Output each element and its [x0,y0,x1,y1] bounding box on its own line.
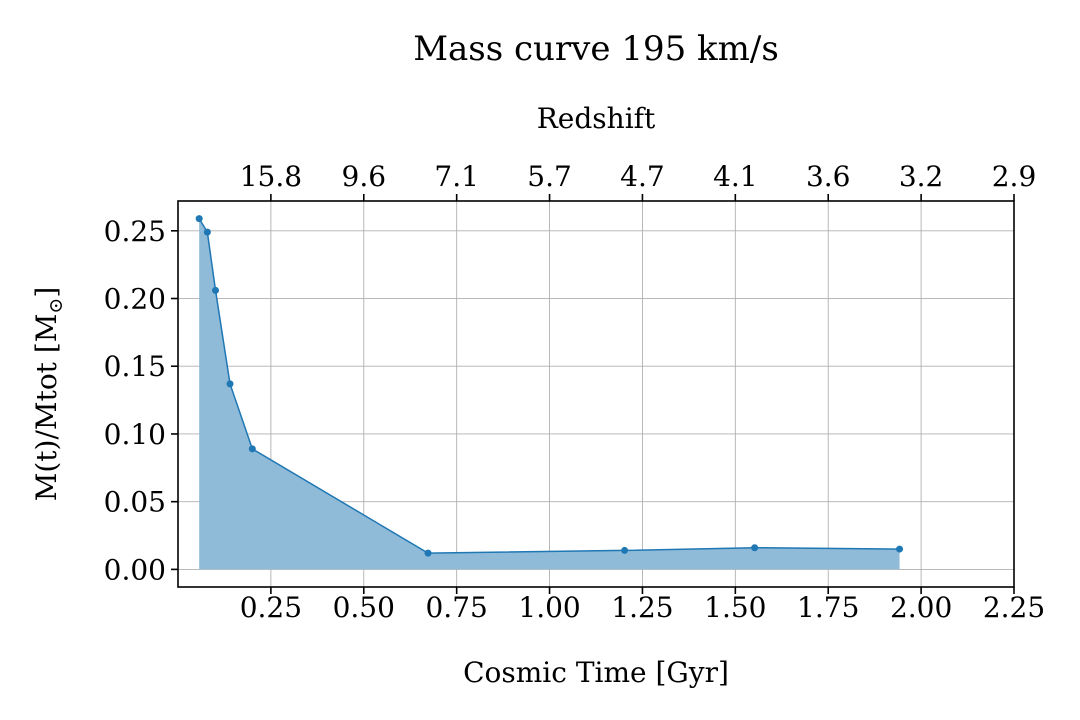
top-tick-label: 3.6 [806,160,851,193]
x-tick-label: 1.00 [518,591,580,624]
area-layer [195,215,904,570]
ticks: 0.25 0.50 0.75 1.00 1.25 1.50 1.75 2.00 2.25 15.8… [104,160,1046,624]
x-tick-label: 2.00 [890,591,952,624]
top-tick-label: 7.1 [434,160,479,193]
y-tick-label: 0.10 [104,418,166,451]
x-tick-label: 1.50 [704,591,766,624]
y-tick-label: 0.00 [104,553,166,586]
top-tick-label: 4.7 [620,160,665,193]
y-tick-label: 0.20 [104,283,166,316]
data-point [195,215,203,223]
chart-title: Mass curve 195 km/s [413,29,779,69]
data-point [621,546,629,554]
top-tick-label: 4.1 [713,160,758,193]
data-point [212,286,220,294]
top-tick-label: 5.7 [527,160,572,193]
x-tick-label: 2.25 [983,591,1045,624]
x-tick-label: 1.25 [611,591,673,624]
y-tick-label: 0.05 [104,486,166,519]
y-axis-title-end: ] [30,287,63,298]
x-axis-title: Cosmic Time [Gyr] [463,656,729,689]
top-tick-label: 15.8 [240,160,302,193]
x-tick-label: 0.75 [425,591,487,624]
area-fill [199,218,900,570]
plot-frame [177,200,1015,588]
data-point [751,544,759,552]
y-tick-label: 0.15 [104,350,166,383]
data-point [248,445,256,453]
y-axis-title: M(t)/Mtot [M⊙] [30,287,67,502]
data-point [896,545,904,553]
x-tick-label: 1.75 [797,591,859,624]
y-axis-title-sub: ⊙ [45,298,67,314]
data-point [226,380,234,388]
top-tick-label: 9.6 [342,160,387,193]
data-point [424,549,432,557]
top-tick-label: 3.2 [899,160,944,193]
top-x-axis-title: Redshift [537,102,656,135]
data-point [203,228,211,236]
top-tick-label: 2.9 [992,160,1037,193]
y-tick-label: 0.25 [104,215,166,248]
y-axis-title-main: M(t)/Mtot [M [30,314,63,502]
x-tick-label: 0.25 [240,591,302,624]
x-tick-label: 0.50 [333,591,395,624]
